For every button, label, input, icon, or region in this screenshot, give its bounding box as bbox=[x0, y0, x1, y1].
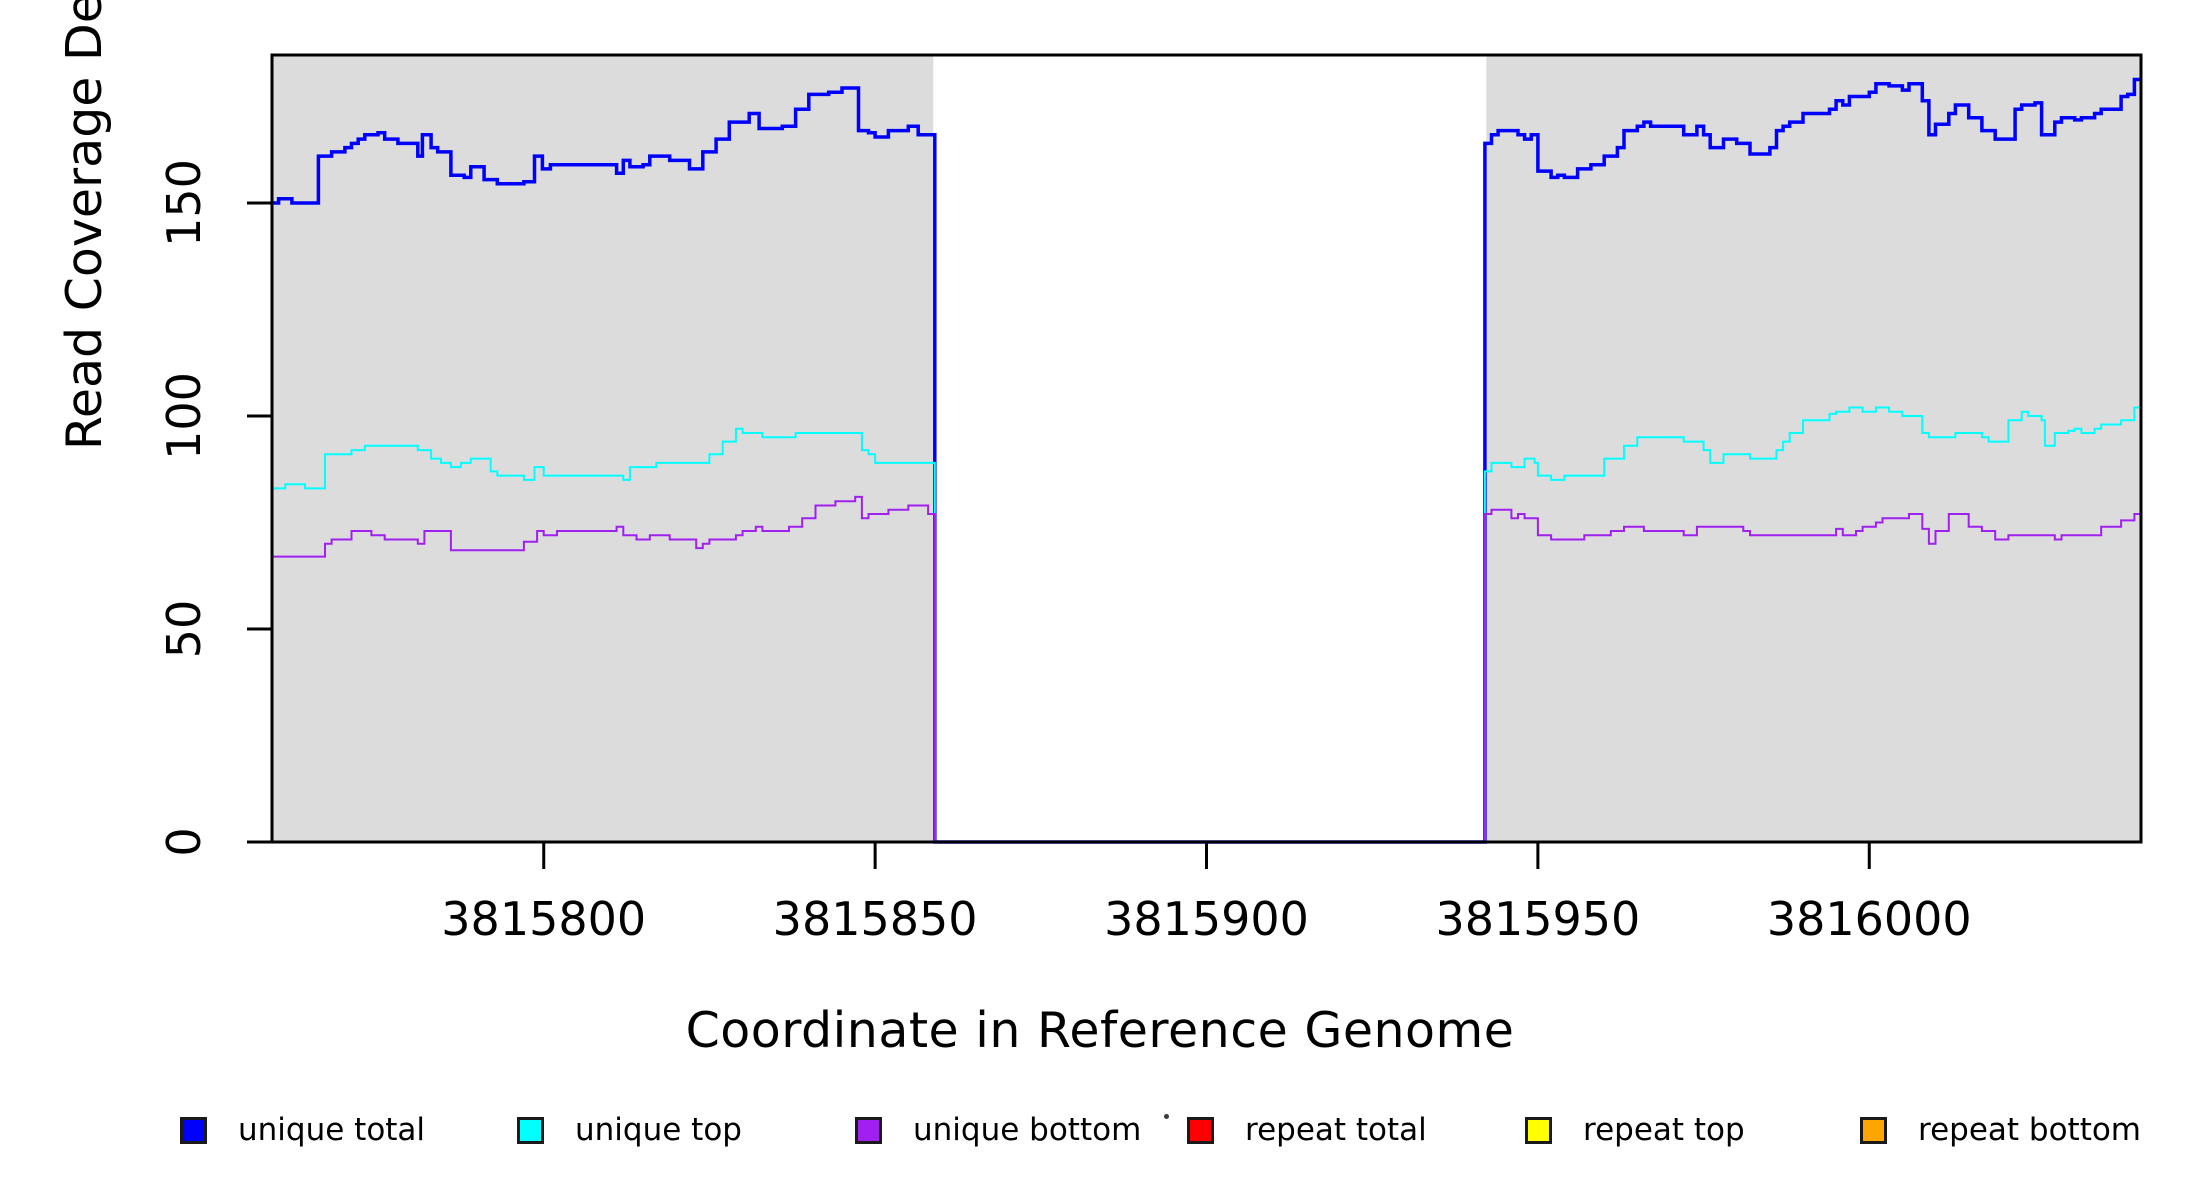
legend-swatch-unique-total bbox=[180, 1116, 207, 1144]
legend-label: unique top bbox=[575, 1112, 742, 1148]
shaded-coverage-region-1 bbox=[273, 56, 934, 841]
y-tick-label: 0 bbox=[157, 827, 211, 856]
legend-swatch-unique-top bbox=[517, 1116, 544, 1144]
legend-item-unique-bottom: unique bottom bbox=[855, 1112, 1141, 1148]
legend-swatch-repeat-bottom bbox=[1860, 1116, 1887, 1144]
legend-item-unique-top: unique top bbox=[517, 1112, 742, 1148]
legend-label: repeat bottom bbox=[1918, 1112, 2142, 1148]
y-tick-label: 50 bbox=[157, 600, 211, 659]
legend-item-repeat-top: repeat top bbox=[1525, 1112, 1745, 1148]
x-tick-label: 3815800 bbox=[441, 892, 646, 946]
legend-label: repeat top bbox=[1583, 1112, 1745, 1148]
x-tick-label: 3815850 bbox=[773, 892, 978, 946]
chart-legend: unique total unique top unique bottom repea… bbox=[0, 1112, 2200, 1172]
legend-label: unique total bbox=[238, 1112, 426, 1148]
series-unique-total-line bbox=[272, 77, 2141, 844]
series-unique-top-line bbox=[272, 406, 2141, 843]
plot-border bbox=[270, 53, 2143, 844]
legend-item-unique-total: unique total bbox=[180, 1112, 425, 1148]
y-tick-label: 150 bbox=[157, 159, 211, 247]
legend-label: repeat total bbox=[1245, 1112, 1427, 1148]
x-tick-label: 3815900 bbox=[1104, 892, 1309, 946]
legend-swatch-repeat-total bbox=[1187, 1116, 1214, 1144]
legend-label: unique bottom bbox=[913, 1112, 1142, 1148]
x-axis-title: Coordinate in Reference Genome bbox=[685, 1002, 1515, 1059]
y-tick-label: 100 bbox=[157, 372, 211, 460]
legend-item-repeat-total: repeat total bbox=[1187, 1112, 1427, 1148]
shaded-coverage-region-2 bbox=[1486, 56, 2140, 841]
stray-dot-artifact bbox=[1164, 1114, 1169, 1119]
legend-swatch-repeat-top bbox=[1525, 1116, 1552, 1144]
x-tick-label: 3816000 bbox=[1767, 892, 1972, 946]
legend-item-repeat-bottom: repeat bottom bbox=[1860, 1112, 2141, 1148]
x-tick-label: 3815950 bbox=[1435, 892, 1640, 946]
legend-swatch-unique-bottom bbox=[855, 1116, 882, 1144]
